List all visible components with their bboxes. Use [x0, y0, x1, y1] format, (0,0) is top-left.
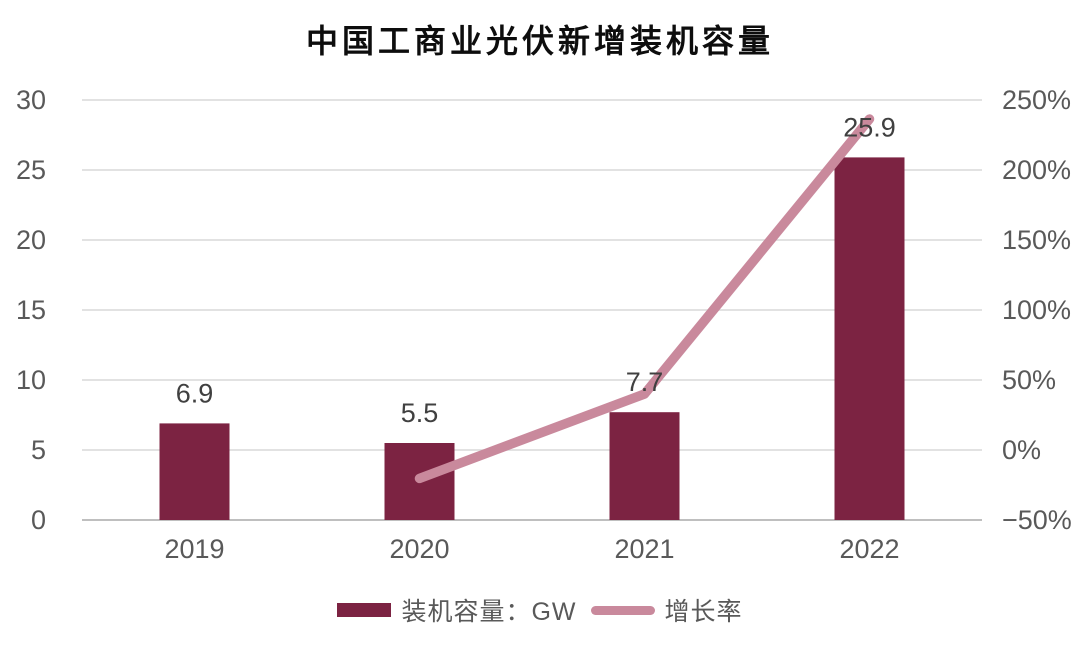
x-axis-tick: 2019 [164, 534, 224, 564]
bar-value-label: 5.5 [401, 398, 439, 428]
line-series-swatch [590, 605, 655, 615]
chart-legend: 装机容量：GW 增长率 [0, 592, 1080, 628]
x-axis-tick: 2022 [839, 534, 899, 564]
right-axis-tick: 0% [1002, 435, 1041, 465]
chart-title: 中国工商业光伏新增装机容量 [305, 23, 774, 59]
bar-value-label: 7.7 [626, 367, 664, 397]
right-axis-tick: 100% [1002, 295, 1071, 325]
x-axis-tick: 2020 [389, 534, 449, 564]
left-axis-tick: 20 [16, 225, 46, 255]
left-axis-tick: 25 [16, 155, 46, 185]
left-axis-tick: 30 [16, 85, 46, 115]
legend-item-growth: 增长率 [590, 592, 743, 628]
right-axis-tick: −50% [1002, 505, 1072, 535]
right-axis-tick: 200% [1002, 155, 1071, 185]
left-axis-tick: 10 [16, 365, 46, 395]
capacity-bar [159, 423, 230, 520]
bar-value-label: 6.9 [176, 378, 214, 408]
right-axis-tick: 150% [1002, 225, 1071, 255]
legend-label-capacity: 装机容量：GW [401, 598, 577, 626]
right-axis-tick: 50% [1002, 365, 1056, 395]
x-axis-tick: 2021 [614, 534, 674, 564]
legend-label-growth: 增长率 [664, 598, 743, 626]
growth-rate-line [414, 114, 875, 484]
capacity-bar [834, 157, 905, 520]
legend-item-capacity: 装机容量：GW [337, 592, 576, 628]
left-axis-tick: 15 [16, 295, 46, 325]
capacity-bar [609, 412, 680, 520]
bar-value-label: 25.9 [843, 112, 896, 142]
right-axis-tick: 250% [1002, 85, 1071, 115]
bar-series-swatch [337, 603, 392, 617]
left-axis-tick: 5 [31, 435, 46, 465]
left-axis-tick: 0 [31, 505, 46, 535]
